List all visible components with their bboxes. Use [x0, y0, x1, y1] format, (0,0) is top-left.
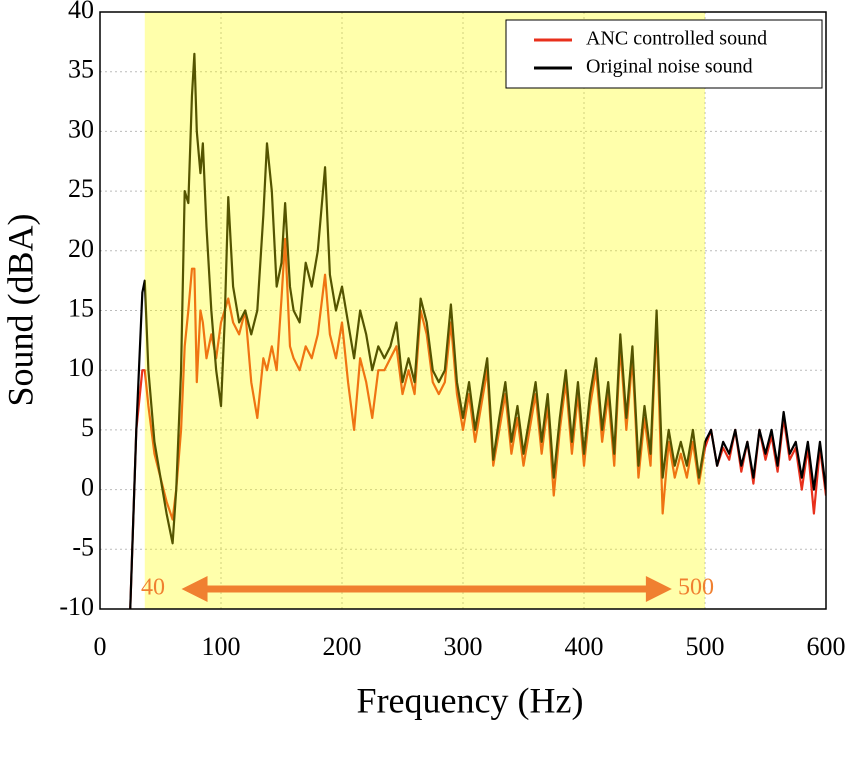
x-tick-label: 300	[444, 632, 483, 661]
highlight-region	[144, 12, 705, 609]
legend-label: ANC controlled sound	[586, 28, 767, 50]
legend-label: Original noise sound	[586, 56, 753, 78]
arrow-head	[181, 576, 208, 602]
y-tick-label: 40	[68, 0, 94, 24]
y-tick-label: 20	[68, 234, 94, 263]
arrow-head	[645, 576, 672, 602]
x-tick-label: 500	[686, 632, 725, 661]
series-line	[129, 52, 826, 609]
legend-box	[505, 19, 823, 89]
range-label: 500	[678, 575, 714, 601]
x-tick-label: 0	[94, 632, 107, 661]
x-tick-label: 400	[565, 632, 604, 661]
x-axis-label: Frequency (Hz)	[357, 680, 584, 720]
y-tick-label: 5	[81, 413, 94, 442]
y-tick-label: 10	[68, 353, 94, 382]
legend: ANC controlled sound Original noise sound	[505, 19, 823, 89]
y-tick-label: 30	[68, 114, 94, 143]
range-label: 40	[141, 575, 165, 601]
y-tick-label: -5	[72, 532, 94, 561]
y-tick-label: 35	[68, 55, 94, 84]
y-tick-label: 0	[81, 473, 94, 502]
y-tick-label: 25	[68, 174, 94, 203]
x-tick-label: 200	[323, 632, 362, 661]
x-tick-label: 100	[202, 632, 241, 661]
x-tick-label: 600	[807, 632, 846, 661]
y-axis-label: Sound (dBA)	[0, 213, 40, 406]
plot-frame	[99, 11, 827, 610]
y-tick-label: -10	[59, 592, 94, 621]
y-tick-label: 15	[68, 293, 94, 322]
